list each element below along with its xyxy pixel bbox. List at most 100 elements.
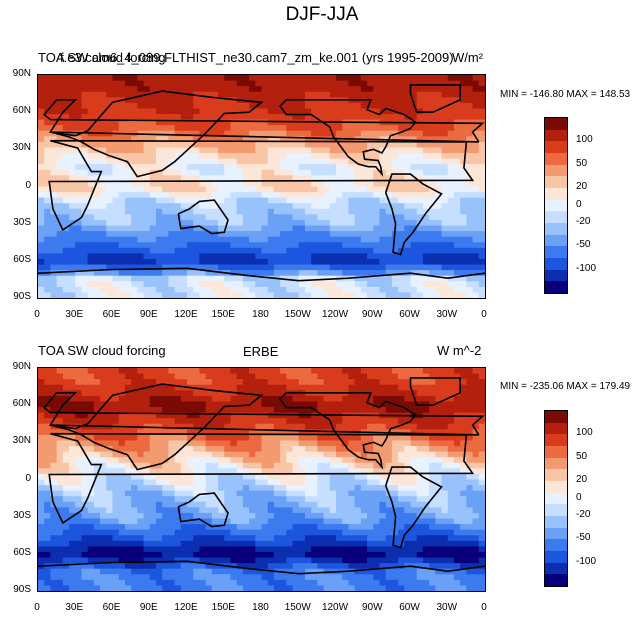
- heatmap-cell: [230, 401, 238, 408]
- heatmap-cell: [218, 373, 225, 380]
- heatmap-cell: [180, 490, 188, 497]
- heatmap-cell: [193, 253, 201, 260]
- heatmap-cell: [342, 91, 350, 98]
- heatmap-cell: [199, 186, 207, 193]
- heatmap-cell: [317, 158, 325, 165]
- heatmap-cell: [56, 158, 64, 165]
- heatmap-cell: [323, 286, 331, 294]
- heatmap-cell: [298, 407, 306, 414]
- heatmap-cell: [342, 490, 350, 497]
- heatmap-cell: [218, 236, 225, 243]
- heatmap-cell: [255, 258, 263, 266]
- heatmap-cell: [149, 264, 157, 271]
- heatmap-cell: [155, 175, 163, 182]
- heatmap-cell: [118, 147, 126, 154]
- heatmap-cell: [404, 219, 412, 227]
- heatmap-cell: [56, 108, 64, 115]
- heatmap-cell: [205, 390, 213, 397]
- heatmap-cell: [354, 192, 362, 199]
- heatmap-cell: [106, 231, 114, 238]
- heatmap-cell: [255, 401, 263, 408]
- heatmap-cell: [118, 457, 126, 464]
- heatmap-cell: [124, 75, 132, 82]
- heatmap-cell: [391, 462, 399, 469]
- heatmap-cell: [106, 473, 114, 481]
- heatmap-cell: [187, 390, 194, 397]
- heatmap-cell: [472, 236, 480, 243]
- heatmap-cell: [149, 473, 157, 481]
- heatmap-cell: [466, 219, 474, 227]
- heatmap-cell: [317, 91, 325, 98]
- heatmap-cell: [44, 141, 52, 149]
- heatmap-cell: [242, 197, 250, 204]
- heatmap-cell: [342, 258, 350, 266]
- heatmap-cell: [385, 192, 393, 199]
- heatmap-cell: [242, 395, 250, 403]
- heatmap-cell: [317, 395, 325, 403]
- heatmap-cell: [292, 247, 300, 254]
- heatmap-cell: [180, 97, 188, 104]
- heatmap-cell: [106, 136, 114, 143]
- heatmap-cell: [50, 214, 58, 221]
- heatmap-cell: [56, 401, 64, 408]
- heatmap-cell: [373, 108, 381, 115]
- heatmap-cell: [187, 180, 194, 188]
- heatmap-cell: [273, 242, 281, 249]
- heatmap-cell: [193, 231, 201, 238]
- heatmap-cell: [106, 390, 114, 397]
- heatmap-cell: [348, 496, 356, 503]
- heatmap-cell: [261, 429, 269, 436]
- heatmap-cell: [261, 114, 269, 121]
- heatmap-cell: [453, 231, 461, 238]
- heatmap-cell: [267, 214, 275, 221]
- heatmap-cell: [230, 108, 238, 115]
- heatmap-cell: [162, 507, 169, 514]
- heatmap-cell: [348, 231, 356, 238]
- heatmap-cell: [472, 130, 480, 137]
- heatmap-cell: [404, 86, 412, 93]
- heatmap-cell: [224, 164, 232, 171]
- heatmap-cell: [410, 512, 418, 520]
- heatmap-cell: [187, 86, 194, 93]
- heatmap-cell: [131, 440, 138, 447]
- heatmap-cell: [199, 429, 207, 436]
- heatmap-cell: [453, 468, 461, 475]
- heatmap-cell: [93, 242, 101, 249]
- heatmap-cell: [404, 108, 412, 115]
- heatmap-cell: [472, 275, 480, 282]
- heatmap-cell: [398, 231, 405, 238]
- heatmap-cell: [187, 208, 194, 215]
- heatmap-cell: [286, 395, 294, 403]
- heatmap-cell: [56, 125, 64, 132]
- heatmap-cell: [87, 440, 95, 447]
- heatmap-cell: [360, 524, 368, 531]
- heatmap-cell: [292, 91, 300, 98]
- heatmap-cell: [106, 108, 114, 115]
- heatmap-cell: [429, 80, 436, 87]
- heatmap-cell: [441, 286, 449, 294]
- heatmap-cell: [435, 462, 443, 469]
- heatmap-cell: [124, 258, 132, 266]
- heatmap-cell: [118, 125, 126, 132]
- heatmap-cell: [255, 501, 263, 508]
- heatmap-cell: [131, 429, 138, 436]
- heatmap-cell: [44, 518, 52, 525]
- heatmap-cell: [199, 479, 207, 486]
- heatmap-cell: [478, 192, 485, 199]
- heatmap-cell: [460, 203, 467, 210]
- heatmap-cell: [162, 75, 169, 82]
- heatmap-cell: [379, 91, 387, 98]
- heatmap-cell: [242, 203, 250, 210]
- heatmap-cell: [230, 395, 238, 403]
- heatmap-cell: [410, 490, 418, 497]
- heatmap-cell: [56, 384, 64, 391]
- heatmap-cell: [385, 169, 393, 176]
- heatmap-cell: [236, 175, 244, 182]
- heatmap-cell: [286, 451, 294, 458]
- heatmap-cell: [187, 130, 194, 137]
- heatmap-cell: [199, 219, 207, 227]
- heatmap-cell: [298, 231, 306, 238]
- heatmap-cell: [298, 147, 306, 154]
- heatmap-cell: [261, 507, 269, 514]
- heatmap-cell: [143, 108, 151, 115]
